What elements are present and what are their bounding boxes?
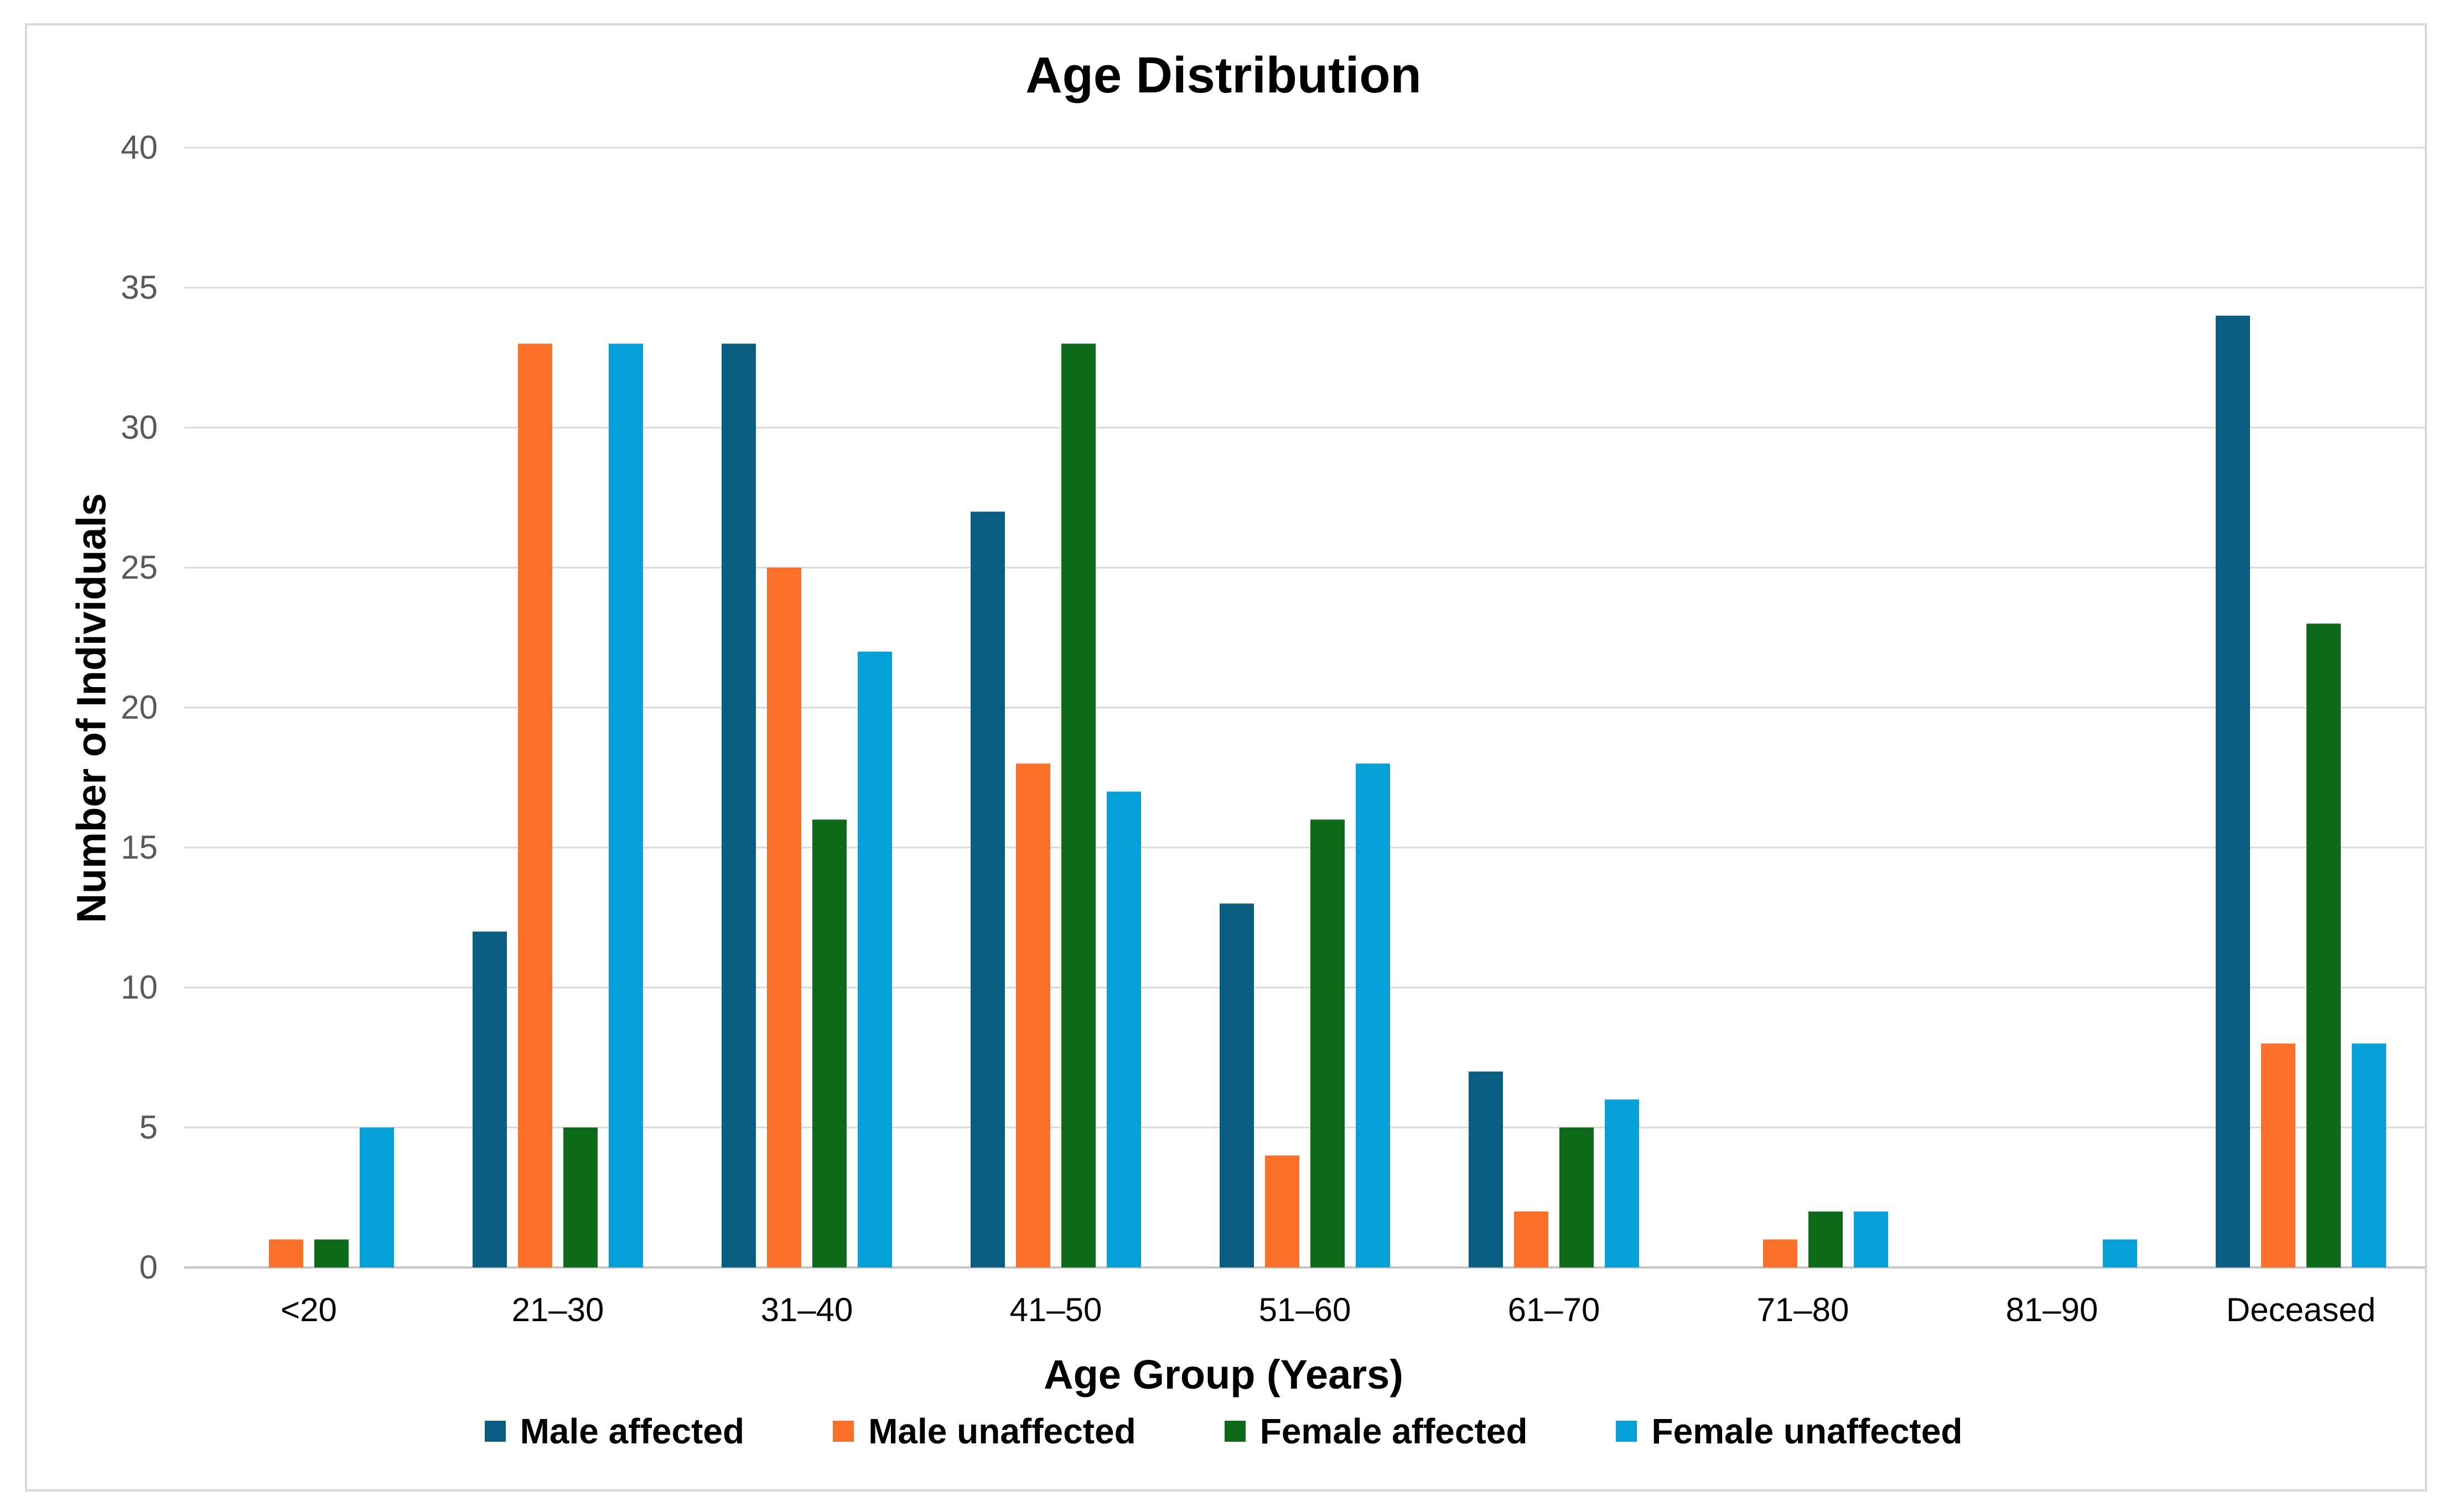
bar-female-unaffected-5 — [1605, 1099, 1639, 1267]
bar-male-unaffected-0 — [269, 1239, 303, 1267]
y-tick-label-5: 5 — [139, 1109, 158, 1146]
bar-female-unaffected-2 — [858, 651, 892, 1267]
y-tick-label-25: 25 — [121, 549, 158, 586]
bar-female-affected-0 — [314, 1239, 349, 1267]
bar-female-unaffected-8 — [2352, 1043, 2386, 1267]
series-female-unaffected — [360, 344, 2386, 1268]
x-tick-label-5: 61–70 — [1508, 1291, 1600, 1328]
bar-male-affected-3 — [971, 511, 1005, 1267]
bar-male-unaffected-4 — [1265, 1155, 1299, 1267]
legend-label-female-affected: Female affected — [1259, 1411, 1528, 1451]
bar-female-affected-8 — [2306, 623, 2341, 1267]
x-tick-label-2: 31–40 — [761, 1291, 853, 1328]
legend-item-female-unaffected: Female unaffected — [1616, 1411, 1962, 1452]
bar-male-unaffected-5 — [1514, 1211, 1548, 1267]
y-tick-label-10: 10 — [121, 969, 158, 1006]
x-tick-label-1: 21–30 — [512, 1291, 604, 1328]
y-tick-label-35: 35 — [121, 269, 158, 306]
bar-female-unaffected-7 — [2103, 1239, 2137, 1267]
bar-female-unaffected-6 — [1854, 1211, 1888, 1267]
legend-swatch-female-affected — [1224, 1421, 1246, 1442]
bar-male-unaffected-3 — [1016, 763, 1050, 1267]
y-tick-label-30: 30 — [121, 409, 158, 446]
y-tick-label-0: 0 — [139, 1249, 158, 1286]
bar-female-affected-3 — [1061, 344, 1096, 1268]
x-axis-title: Age Group (Years) — [1044, 1352, 1403, 1397]
legend-swatch-female-unaffected — [1616, 1421, 1637, 1442]
bar-male-affected-1 — [473, 931, 507, 1267]
x-tick-label-7: 81–90 — [2006, 1291, 2098, 1328]
y-axis-title: Number of Individuals — [68, 493, 115, 923]
y-tick-label-40: 40 — [121, 129, 158, 166]
legend-item-male-unaffected: Male unaffected — [833, 1411, 1136, 1452]
bar-female-affected-1 — [563, 1127, 598, 1267]
x-tick-label-3: 41–50 — [1010, 1291, 1102, 1328]
bar-male-affected-2 — [722, 344, 756, 1268]
bar-male-unaffected-1 — [518, 344, 552, 1268]
bar-male-unaffected-2 — [767, 568, 801, 1267]
bar-male-unaffected-8 — [2261, 1043, 2295, 1267]
legend-swatch-male-affected — [484, 1421, 506, 1442]
y-tick-label-20: 20 — [121, 689, 158, 726]
series-female-affected — [314, 344, 2341, 1268]
bar-female-unaffected-0 — [360, 1127, 394, 1267]
legend-swatch-male-unaffected — [833, 1421, 854, 1442]
bar-female-unaffected-3 — [1107, 791, 1141, 1267]
bar-female-affected-4 — [1310, 819, 1345, 1267]
legend-label-male-affected: Male affected — [520, 1411, 745, 1451]
bar-female-unaffected-4 — [1356, 763, 1390, 1267]
series-male-unaffected — [269, 344, 2295, 1268]
legend-item-male-affected: Male affected — [484, 1411, 745, 1452]
legend-item-female-affected: Female affected — [1224, 1411, 1528, 1452]
x-tick-label-6: 71–80 — [1757, 1291, 1849, 1328]
bar-female-affected-2 — [812, 819, 847, 1267]
legend-label-male-unaffected: Male unaffected — [868, 1411, 1136, 1451]
x-tick-label-4: 51–60 — [1259, 1291, 1351, 1328]
series-male-affected — [473, 315, 2250, 1268]
bar-female-affected-5 — [1559, 1127, 1594, 1267]
bar-male-affected-5 — [1469, 1071, 1503, 1267]
bar-male-affected-8 — [2216, 315, 2250, 1267]
x-tick-label-8: Deceased — [2226, 1291, 2376, 1328]
bar-female-unaffected-1 — [609, 344, 643, 1268]
y-tick-label-15: 15 — [121, 829, 158, 866]
bar-male-affected-4 — [1220, 903, 1254, 1267]
chart-title: Age Distribution — [1025, 47, 1422, 103]
bar-female-affected-6 — [1808, 1211, 1843, 1267]
x-tick-label-0: <20 — [281, 1291, 337, 1328]
legend-label-female-unaffected: Female unaffected — [1651, 1411, 1963, 1451]
legend: Male affected Male unaffected Female aff… — [0, 1411, 2447, 1452]
bar-male-unaffected-6 — [1763, 1239, 1797, 1267]
